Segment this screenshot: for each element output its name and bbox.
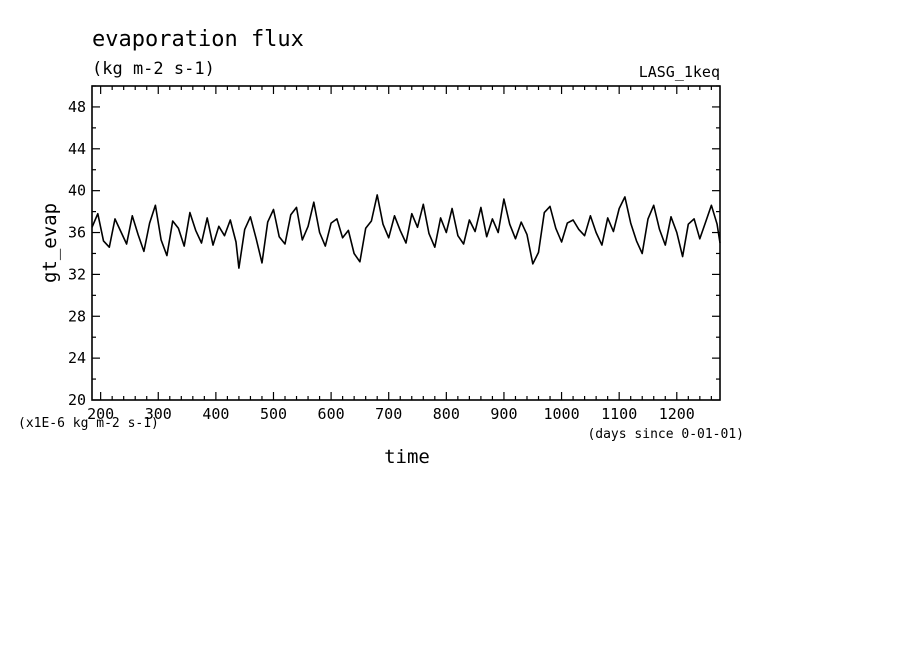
x-tick-label: 300 (145, 405, 172, 423)
x-tick-labels: 200 300 400 500 600 700 800 900 1000 1100 1200 (87, 405, 695, 423)
x-axis-unit: (days since 0-01-01) (587, 427, 744, 442)
chart-subtitle: (kg m-2 s-1) (92, 59, 215, 79)
x-tick-label: 900 (490, 405, 517, 423)
x-tick-label: 700 (375, 405, 402, 423)
x-axis-label: time (384, 446, 430, 468)
y-axis-label: gt_evap (39, 203, 61, 283)
y-tick-label: 44 (68, 140, 86, 158)
x-tick-label: 600 (318, 405, 345, 423)
plot-frame (91, 85, 721, 401)
y-axis-unit: (x1E-6 kg m-2 s-1) (18, 416, 159, 431)
y-tick-label: 36 (68, 224, 86, 242)
dataset-label: LASG_1keq (639, 63, 720, 81)
series-line (91, 194, 721, 269)
x-tick-label: 800 (433, 405, 460, 423)
y-tick-label: 20 (68, 391, 86, 409)
x-tick-label: 400 (202, 405, 229, 423)
y-tick-label: 40 (68, 182, 86, 200)
x-tick-label: 1200 (659, 405, 695, 423)
y-tick-labels: 20 24 28 32 36 40 44 48 (68, 98, 86, 409)
x-tick-label: 1000 (543, 405, 579, 423)
y-tick-label: 28 (68, 307, 86, 325)
y-tick-label: 32 (68, 265, 86, 283)
chart-title: evaporation flux (92, 27, 304, 52)
y-tick-label: 48 (68, 98, 86, 116)
y-tick-label: 24 (68, 349, 86, 367)
x-tick-label: 200 (87, 405, 114, 423)
x-tick-label: 1100 (601, 405, 637, 423)
x-tick-label: 500 (260, 405, 287, 423)
